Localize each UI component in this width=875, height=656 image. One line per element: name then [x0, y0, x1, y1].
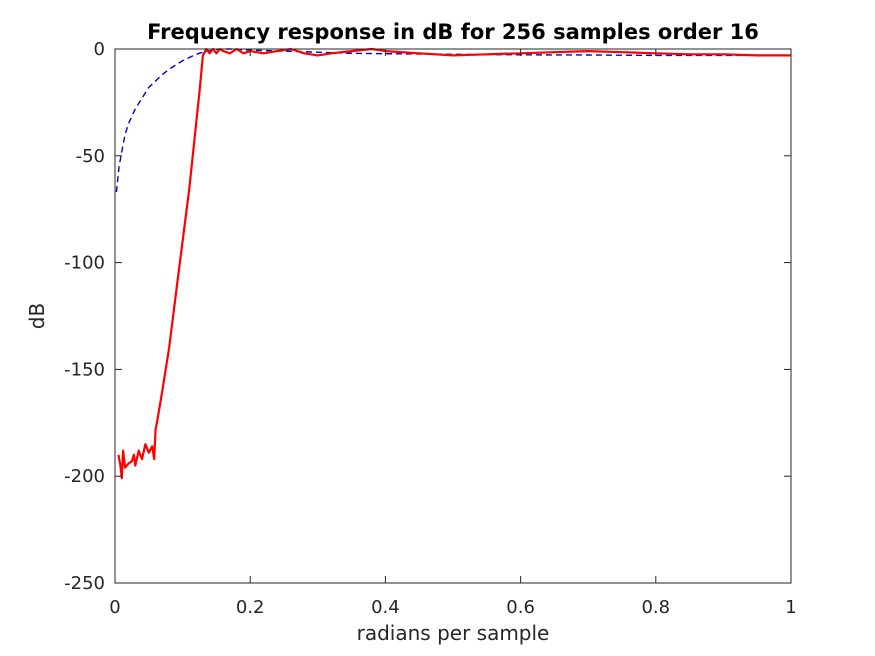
- x-tick-label: 0: [109, 597, 120, 618]
- x-tick-label: 0.4: [371, 597, 400, 618]
- y-tick-label: -200: [64, 466, 105, 487]
- x-tick-label: 0.2: [236, 597, 265, 618]
- y-tick-label: -150: [64, 359, 105, 380]
- y-axis-label: dB: [25, 303, 49, 329]
- chart-title: Frequency response in dB for 256 samples…: [147, 20, 759, 44]
- y-tick-label: -100: [64, 253, 105, 274]
- axes-box: [114, 48, 792, 584]
- x-tick-label: 0.6: [506, 597, 535, 618]
- y-tick-label: -50: [76, 146, 105, 167]
- series-layer: [115, 47, 791, 480]
- series-line-1: [115, 48, 791, 193]
- y-tick-label: 0: [94, 39, 105, 60]
- plot-area: [115, 49, 791, 583]
- ticks-layer: 0 0.2 0.4 0.6 0.8 1 0 -50 -100 -150 -200 -250: [64, 39, 797, 618]
- x-tick-label: 0.8: [641, 597, 670, 618]
- y-tick-label: -250: [64, 573, 105, 594]
- series-line-2: [117, 47, 791, 480]
- x-tick-label: 1: [785, 597, 796, 618]
- x-axis-label: radians per sample: [357, 621, 550, 645]
